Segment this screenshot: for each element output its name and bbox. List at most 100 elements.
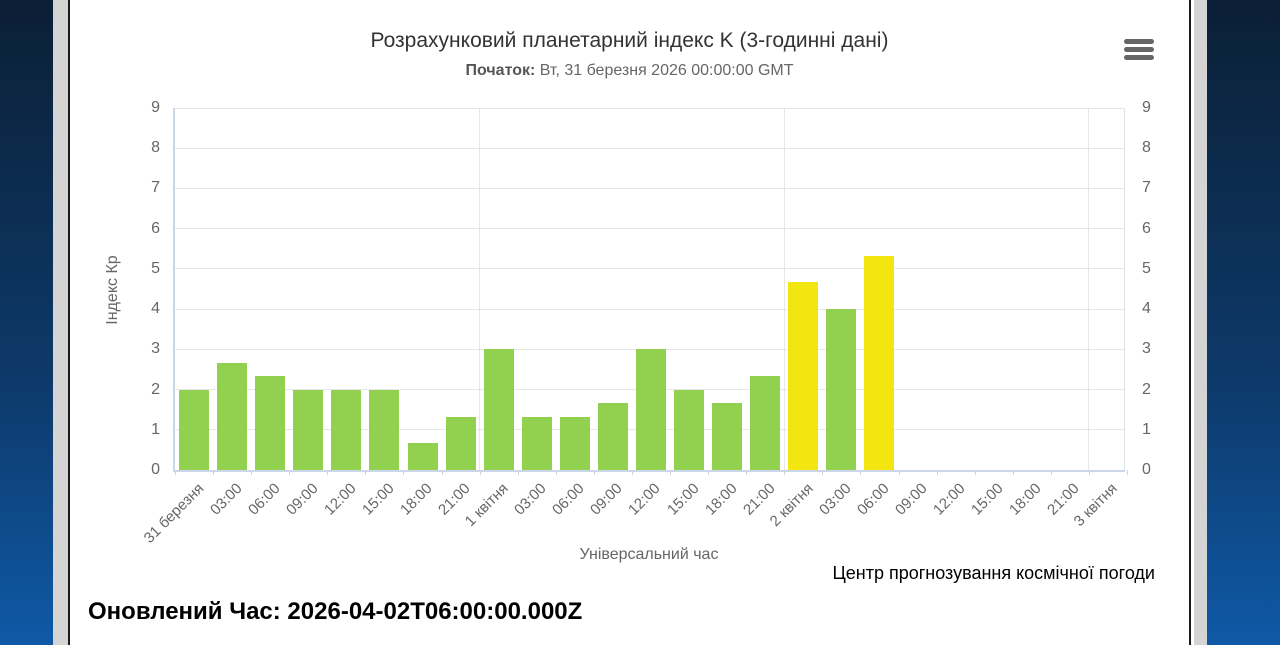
y-axis-label: 6 xyxy=(151,219,160,237)
x-axis-label: 03:00 xyxy=(511,480,550,519)
chart-title: Розрахунковий планетарний індекс K (3-го… xyxy=(370,29,889,52)
y-axis-label: 0 xyxy=(151,461,160,478)
x-tick-mark xyxy=(860,470,862,475)
x-tick-mark xyxy=(746,470,748,475)
day-boundary-gridline xyxy=(1088,108,1090,470)
y-axis-label: 5 xyxy=(1142,259,1151,277)
y-axis-label: 7 xyxy=(1142,179,1151,197)
x-tick-mark xyxy=(631,470,633,475)
kp-bar[interactable] xyxy=(636,349,666,470)
y-axis-label: 4 xyxy=(151,300,160,318)
x-tick-mark xyxy=(517,470,519,475)
y-axis-label: 7 xyxy=(151,179,160,197)
subtitle-label: Початок: xyxy=(465,62,536,79)
chart-page: Розрахунковий планетарний індекс K (3-го… xyxy=(70,0,1189,645)
page-right-border xyxy=(1189,0,1191,645)
x-tick-mark xyxy=(784,470,786,475)
page-right-gap xyxy=(1191,0,1194,645)
x-axis-label: 15:00 xyxy=(358,480,398,519)
subtitle-value: Вт, 31 березня 2026 00:00:00 GMT xyxy=(535,62,794,79)
left-gray-margin xyxy=(53,0,68,645)
credit-text: Центр прогнозування космічної погоди xyxy=(832,563,1155,583)
kp-bar[interactable] xyxy=(826,309,857,470)
y-axis-label: 3 xyxy=(1142,340,1151,358)
x-tick-mark xyxy=(670,470,672,475)
kp-bar[interactable] xyxy=(521,416,552,470)
x-tick-mark xyxy=(365,470,367,475)
x-tick-mark xyxy=(213,470,215,475)
y-axis-label: 8 xyxy=(151,139,160,157)
y-axis-label: 0 xyxy=(1142,461,1151,478)
x-tick-mark xyxy=(289,470,291,475)
y-axis-label: 2 xyxy=(1142,380,1151,398)
page-left-border xyxy=(68,0,70,645)
y-gridline xyxy=(175,147,1125,149)
kp-bar[interactable] xyxy=(445,416,476,470)
x-axis-label: 03:00 xyxy=(206,480,246,519)
y-axis-label: 9 xyxy=(1142,99,1151,116)
kp-bar[interactable] xyxy=(179,389,210,470)
x-axis-label: 06:00 xyxy=(549,480,588,519)
kp-bar[interactable] xyxy=(293,389,324,470)
x-axis-label: 12:00 xyxy=(625,480,665,519)
x-axis-label: 03:00 xyxy=(815,480,855,519)
kp-bar[interactable] xyxy=(331,389,362,470)
y-gridline xyxy=(175,308,1125,310)
x-tick-mark xyxy=(403,470,405,475)
x-axis-label: 06:00 xyxy=(853,480,893,519)
x-tick-mark xyxy=(1050,470,1052,475)
x-tick-mark xyxy=(441,470,443,475)
y-axis-label: 8 xyxy=(1142,139,1151,157)
kp-bar[interactable] xyxy=(255,376,286,470)
kp-bar[interactable] xyxy=(597,402,628,470)
kp-bar[interactable] xyxy=(483,349,514,470)
y-gridline xyxy=(175,268,1125,270)
kp-bar[interactable] xyxy=(750,376,781,470)
y-axis-label: 4 xyxy=(1142,300,1151,318)
x-tick-mark xyxy=(327,470,329,475)
y-axis-label: 1 xyxy=(151,420,160,438)
x-tick-mark xyxy=(974,470,976,475)
x-tick-mark xyxy=(479,470,481,475)
right-scrollbar-strip[interactable] xyxy=(1194,0,1207,645)
hamburger-menu-icon[interactable] xyxy=(1122,36,1156,64)
x-axis-title: Універсальний час xyxy=(579,546,719,563)
x-axis-label: 09:00 xyxy=(587,480,626,519)
y-gridline xyxy=(175,228,1125,230)
kp-bar[interactable] xyxy=(217,362,248,470)
x-tick-mark xyxy=(822,470,824,475)
chart-subtitle: Початок: Вт, 31 березня 2026 00:00:00 GM… xyxy=(70,62,1189,80)
kp-bar[interactable] xyxy=(674,389,705,470)
x-tick-mark xyxy=(555,470,557,475)
x-tick-mark xyxy=(593,470,595,475)
x-tick-mark xyxy=(175,470,176,475)
kp-bar[interactable] xyxy=(864,255,895,470)
x-axis-label: 06:00 xyxy=(244,480,284,519)
y-axis-label: 1 xyxy=(1142,420,1151,438)
hamburger-bar xyxy=(1124,55,1154,60)
y-gridline xyxy=(175,107,1125,109)
bottom-axis-line xyxy=(173,470,1125,472)
x-axis-label: 31 березня xyxy=(140,480,208,547)
hamburger-bar xyxy=(1124,47,1154,52)
kp-bar[interactable] xyxy=(559,416,590,470)
y-axis-label: 6 xyxy=(1142,219,1151,237)
x-axis-label: 18:00 xyxy=(701,480,741,519)
kp-bar[interactable] xyxy=(407,443,438,470)
y-axis-label: 5 xyxy=(151,259,160,277)
kp-bar[interactable] xyxy=(788,282,819,470)
kp-bar[interactable] xyxy=(369,389,400,470)
kp-bar[interactable] xyxy=(712,402,743,470)
y-axis-label: 3 xyxy=(151,340,160,358)
plot-area xyxy=(173,107,1128,475)
x-tick-mark xyxy=(708,470,710,475)
x-tick-mark xyxy=(1088,470,1090,475)
x-tick-mark xyxy=(1127,470,1128,475)
hamburger-bar xyxy=(1124,39,1154,44)
x-tick-mark xyxy=(936,470,938,475)
x-tick-mark xyxy=(1012,470,1014,475)
x-tick-mark xyxy=(898,470,900,475)
x-axis-label: 15:00 xyxy=(663,480,703,519)
y-axis-label: 9 xyxy=(151,99,160,116)
x-axis-label: 15:00 xyxy=(968,480,1007,519)
